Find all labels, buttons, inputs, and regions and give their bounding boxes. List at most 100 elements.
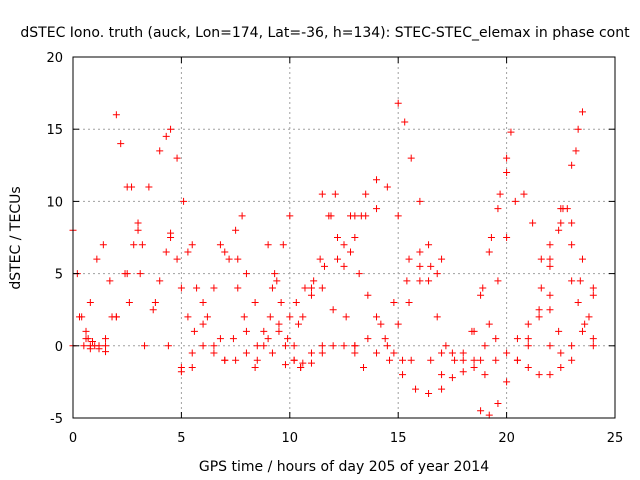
data-point — [405, 298, 413, 306]
data-point — [216, 335, 224, 343]
data-point — [377, 320, 385, 328]
series-13 — [177, 212, 246, 371]
y-tick-label: 5 — [55, 268, 63, 283]
data-point — [524, 320, 532, 328]
data-point — [284, 335, 292, 343]
series-32 — [416, 248, 459, 364]
data-point — [162, 248, 170, 256]
data-point — [281, 361, 289, 369]
data-point — [589, 291, 597, 299]
x-axis-label: GPS time / hours of day 205 of year 2014 — [199, 459, 489, 475]
data-point — [557, 363, 565, 371]
data-point — [164, 342, 172, 350]
data-point — [268, 349, 276, 357]
data-point — [86, 298, 94, 306]
data-point — [394, 212, 402, 220]
series-18 — [264, 241, 305, 371]
data-point — [238, 212, 246, 220]
data-point — [390, 298, 398, 306]
data-point — [438, 255, 446, 263]
data-point — [407, 154, 415, 162]
data-point — [112, 111, 120, 119]
data-point — [373, 313, 381, 321]
data-point — [199, 342, 207, 350]
data-point — [537, 255, 545, 263]
data-point — [318, 190, 326, 198]
data-point — [281, 342, 289, 350]
data-point — [318, 342, 326, 350]
data-point — [240, 313, 248, 321]
data-point — [405, 255, 413, 263]
data-point — [362, 190, 370, 198]
grid — [73, 57, 615, 418]
plot-frame — [72, 56, 616, 419]
data-point — [82, 327, 90, 335]
data-point — [299, 359, 307, 367]
series-7 — [86, 219, 142, 353]
data-points — [69, 99, 597, 419]
data-point — [581, 320, 589, 328]
data-point — [347, 248, 355, 256]
data-point — [507, 128, 515, 136]
series-28 — [351, 262, 424, 350]
series-14 — [216, 241, 259, 371]
data-point — [102, 342, 110, 350]
series-20 — [286, 277, 326, 321]
data-point — [145, 183, 153, 191]
data-point — [225, 255, 233, 263]
series-47 — [568, 277, 597, 350]
data-point — [578, 255, 586, 263]
data-point — [524, 363, 532, 371]
data-point — [427, 262, 435, 270]
data-point — [362, 212, 370, 220]
data-point — [199, 298, 207, 306]
data-point — [108, 313, 116, 321]
series-33 — [438, 335, 500, 382]
data-point — [401, 118, 409, 126]
data-point — [470, 327, 478, 335]
data-point — [513, 356, 521, 364]
data-point — [546, 241, 554, 249]
data-point — [481, 371, 489, 379]
data-point — [273, 277, 281, 285]
data-point — [188, 363, 196, 371]
data-point — [416, 248, 424, 256]
data-point — [297, 363, 305, 371]
data-point — [373, 205, 381, 213]
data-point — [442, 342, 450, 350]
data-point — [427, 356, 435, 364]
data-point — [589, 342, 597, 350]
data-point — [485, 411, 493, 419]
data-point — [340, 342, 348, 350]
data-point — [307, 291, 315, 299]
data-point — [425, 277, 433, 285]
data-point — [492, 335, 500, 343]
data-point — [102, 335, 110, 343]
data-point — [173, 255, 181, 263]
series-11 — [167, 234, 229, 364]
data-point — [156, 277, 164, 285]
data-point — [162, 132, 170, 140]
data-point — [412, 385, 420, 393]
series-17 — [253, 212, 294, 364]
y-tick-label: 10 — [46, 195, 63, 210]
data-point — [589, 335, 597, 343]
data-point — [268, 284, 276, 292]
series-5 — [112, 111, 144, 278]
data-point — [574, 298, 582, 306]
data-point — [342, 313, 350, 321]
data-point — [535, 313, 543, 321]
series-16 — [234, 255, 289, 369]
y-tick-label: 0 — [55, 340, 63, 355]
series-30 — [373, 349, 446, 397]
data-point — [485, 320, 493, 328]
data-point — [221, 248, 229, 256]
data-point — [578, 108, 586, 116]
data-point — [520, 190, 528, 198]
data-point — [151, 298, 159, 306]
data-point — [260, 327, 268, 335]
data-point — [329, 306, 337, 314]
data-point — [193, 284, 201, 292]
data-point — [327, 212, 335, 220]
